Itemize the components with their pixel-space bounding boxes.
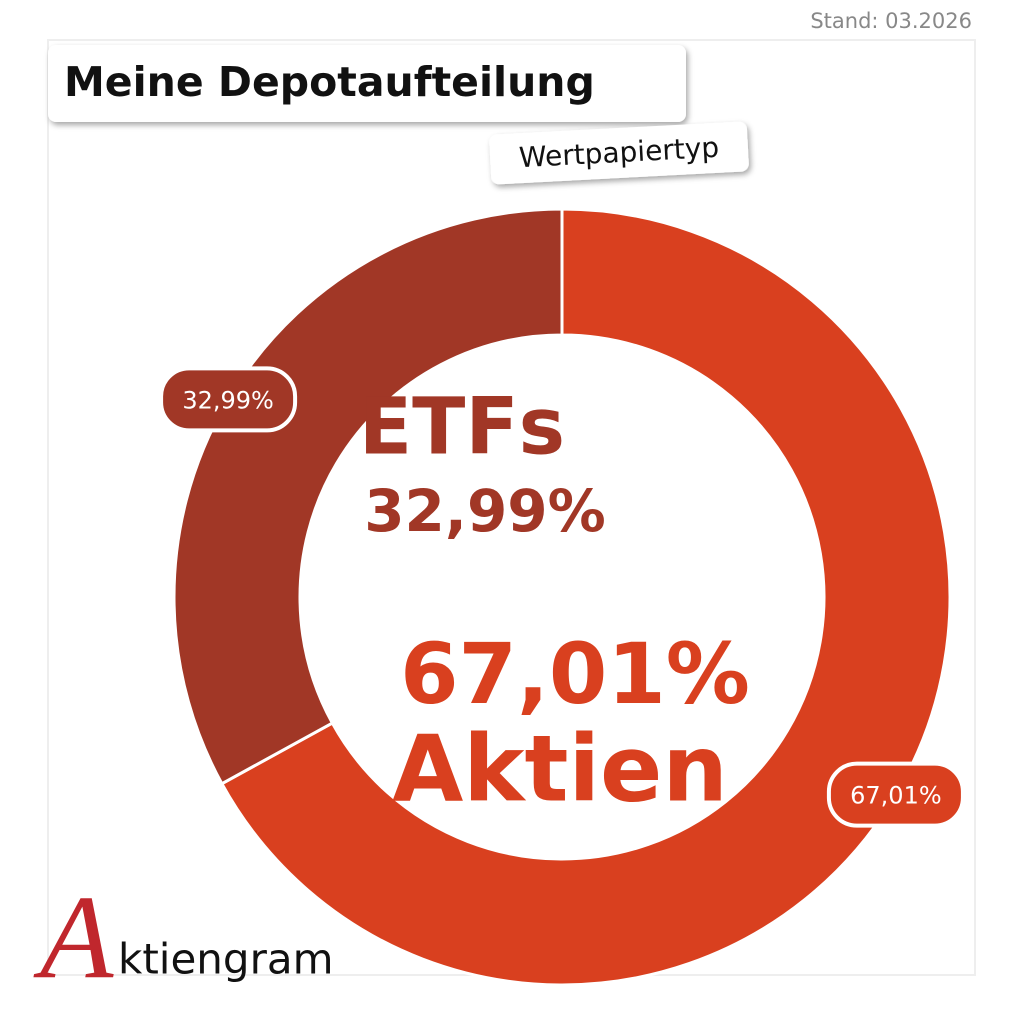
slice [172, 207, 564, 786]
center-value: 67,01% [400, 625, 750, 723]
date-note: Stand: 03.2026 [810, 9, 972, 33]
chart-title: Meine Depotaufteilung [64, 58, 595, 106]
slice [219, 207, 952, 987]
label-pill [159, 366, 298, 433]
value-label: 32,99% [182, 386, 274, 414]
brand-name: ktiengram [118, 935, 334, 984]
center-category: Aktien [392, 715, 728, 822]
subtitle-group: Wertpapiertyp [489, 121, 749, 185]
center-value: 32,99% [364, 477, 606, 545]
subtitle-box [489, 121, 749, 185]
brand-initial: A [33, 871, 114, 1004]
value-label: 67,01% [850, 782, 942, 810]
center-category: ETFs [359, 382, 565, 472]
donut: 67,01% 32,99% [159, 207, 965, 987]
title-box [48, 45, 686, 122]
label-pill [826, 761, 965, 828]
